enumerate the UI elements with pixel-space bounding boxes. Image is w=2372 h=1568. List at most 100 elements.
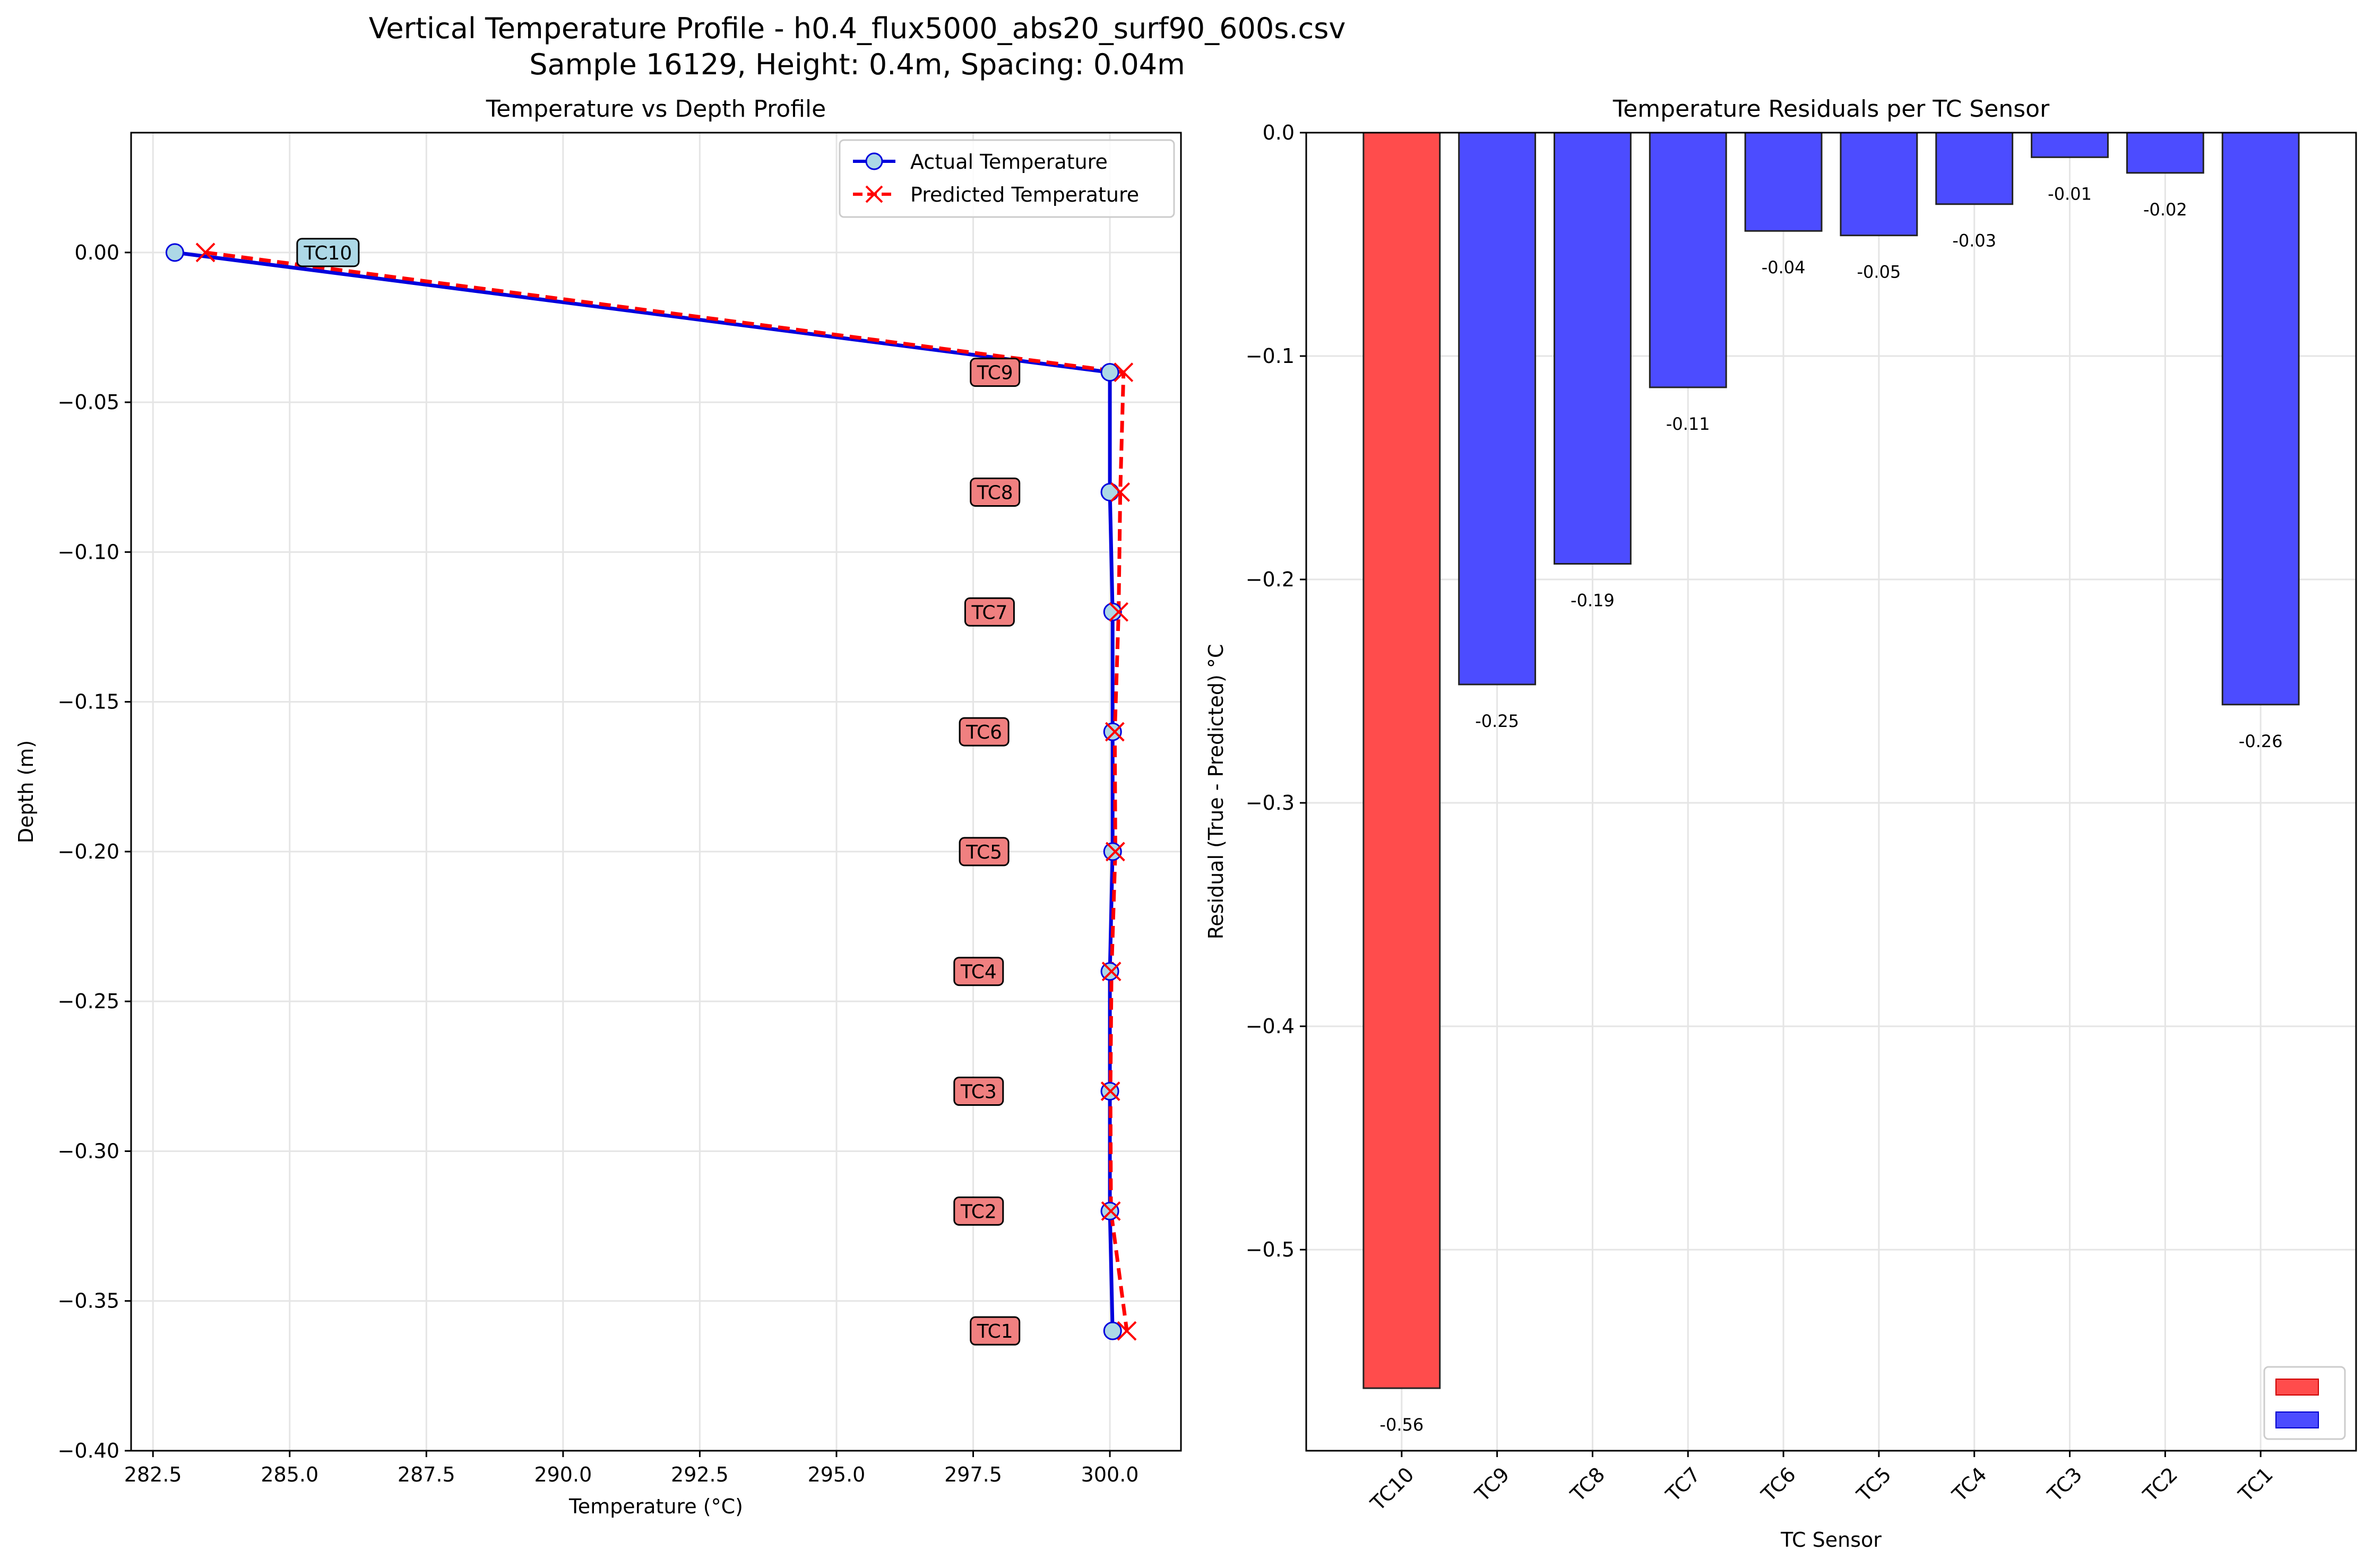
right-x-tick-label-tc8: TC8 [1566, 1463, 1610, 1507]
sensor-label-text: TC6 [965, 722, 1002, 743]
left-y-tick-label: −0.05 [58, 391, 119, 414]
predicted-point-8 [1100, 1081, 1120, 1101]
bar-tc3 [2031, 132, 2109, 158]
predicted-point-6 [1105, 842, 1125, 862]
bar-tc8 [1554, 132, 1632, 565]
left-x-tick-label: 292.5 [671, 1463, 729, 1486]
actual-point-10 [1103, 1321, 1122, 1340]
actual-point-3 [1100, 482, 1119, 501]
sensor-labels-layer: TC10 TC9 TC8 TC7 TC6 TC5 TC4 TC3 TC2 TC1 [296, 238, 1021, 1346]
right-x-axis-label: TC Sensor [1780, 1528, 1882, 1552]
left-x-tick-label: 285.0 [261, 1463, 318, 1486]
sensor-label-tc7: TC7 [964, 597, 1015, 627]
sensor-label-box [953, 957, 1004, 986]
bar-value-label-tc3: -0.01 [2048, 184, 2092, 204]
sensor-label-box [953, 1077, 1004, 1106]
left-y-tick-label: 0.00 [74, 241, 119, 264]
sensor-label-text: TC5 [965, 842, 1002, 863]
sensor-label-box [953, 1196, 1004, 1226]
sensor-label-text: TC2 [960, 1201, 997, 1223]
residuals-chart: -0.56 -0.25 -0.19 -0.11 -0.04 -0.05 -0.03 -0.01… [1204, 96, 2357, 1552]
left-y-tick-label: −0.35 [58, 1289, 119, 1313]
figure-title-line1: Vertical Temperature Profile - h0.4_flux… [369, 12, 1346, 45]
sensor-label-box [959, 837, 1010, 867]
sensor-label-text: TC3 [960, 1081, 997, 1103]
sensor-label-tc10: TC10 [296, 238, 360, 267]
right-x-tick-label-tc5: TC5 [1852, 1463, 1896, 1507]
left-series-layer [165, 242, 1137, 1341]
right-bars-layer [1362, 132, 2300, 1389]
right-chart-title: Temperature Residuals per TC Sensor [1612, 96, 2050, 123]
left-x-tick-label: 300.0 [1081, 1463, 1139, 1486]
right-legend [2263, 1366, 2346, 1440]
left-y-tick-label: −0.15 [58, 690, 119, 714]
sensor-label-box [964, 597, 1015, 627]
sensor-label-tc6: TC6 [959, 717, 1010, 747]
actual-point-4 [1103, 602, 1122, 621]
right-plot-frame [1305, 132, 2357, 1452]
bar-tc9 [1458, 132, 1537, 686]
bar-value-label-tc7: -0.11 [1666, 414, 1710, 434]
actual-point-6 [1103, 842, 1122, 861]
right-x-tick-label-tc6: TC6 [1756, 1463, 1800, 1507]
left-legend: Actual Temperature Predicted Temperature [839, 139, 1175, 218]
sensor-label-tc1: TC1 [970, 1316, 1021, 1346]
predicted-point-3 [1110, 482, 1131, 502]
left-x-tick-label: 297.5 [944, 1463, 1002, 1486]
right-x-tick-label-tc3: TC3 [2043, 1463, 2087, 1507]
bar-tc2 [2126, 132, 2204, 174]
sensor-label-tc5: TC5 [959, 837, 1010, 867]
sensor-label-text: TC1 [977, 1321, 1013, 1342]
right-x-tick-label-tc2: TC2 [2138, 1463, 2183, 1507]
left-y-tick-label: −0.25 [58, 990, 119, 1013]
right-x-tick-label-tc9: TC9 [1470, 1463, 1514, 1507]
sensor-label-box [959, 717, 1010, 747]
sensor-label-text: TC8 [977, 482, 1013, 504]
sensor-label-box [296, 238, 360, 267]
left-y-tick-label: −0.30 [58, 1139, 119, 1163]
right-y-tick-label: −0.3 [1246, 791, 1295, 815]
bar-value-label-tc6: -0.04 [1762, 257, 1806, 278]
bar-value-label-tc5: -0.05 [1857, 262, 1901, 282]
bar-tc1 [2221, 132, 2300, 706]
left-x-tick-label: 287.5 [398, 1463, 455, 1486]
right-y-tick-label: −0.1 [1246, 344, 1295, 368]
left-y-axis-label: Depth (m) [14, 740, 38, 844]
sensor-label-text: TC4 [960, 961, 997, 983]
left-x-axis-label: Temperature (°C) [568, 1495, 743, 1518]
sensor-label-box [970, 358, 1021, 387]
left-plot-frame [130, 132, 1182, 1452]
legend-swatch-blue [2275, 1411, 2319, 1428]
right-x-tick-label-tc7: TC7 [1661, 1463, 1705, 1507]
predicted-point-9 [1101, 1201, 1121, 1221]
right-value-labels-layer: -0.56 -0.25 -0.19 -0.11 -0.04 -0.05 -0.03 -0.01… [1379, 184, 2282, 1435]
right-x-tick-label-tc1: TC1 [2233, 1463, 2278, 1507]
left-grid [131, 133, 1181, 1452]
left-y-tick-label: −0.20 [58, 840, 119, 863]
right-x-tick-label-tc10: TC10 [1366, 1463, 1419, 1516]
actual-point-7 [1100, 962, 1119, 981]
legend-predicted-label: Predicted Temperature [910, 183, 1139, 206]
right-y-tick-label: −0.4 [1246, 1015, 1295, 1038]
predicted-temperature-line [205, 250, 1129, 1331]
left-legend-box [839, 139, 1175, 218]
legend-actual-marker-icon [865, 152, 883, 170]
right-y-tick-label: 0.0 [1263, 121, 1295, 144]
left-x-tick-label: 282.5 [124, 1463, 182, 1486]
figure-title-line2: Sample 16129, Height: 0.4m, Spacing: 0.0… [529, 48, 1185, 81]
temperature-depth-chart: TC10 TC9 TC8 TC7 TC6 TC5 TC4 TC3 TC2 TC1 282.5 285… [14, 96, 1182, 1518]
left-ticks: 282.5 285.0 287.5 290.0 292.5 295.0 297.5 300.0… [58, 241, 1139, 1486]
predicted-point-1 [195, 242, 215, 263]
sensor-label-tc2: TC2 [953, 1196, 1004, 1226]
bar-tc10 [1362, 132, 1441, 1389]
sensor-label-box [970, 477, 1021, 507]
right-y-axis-label: Residual (True - Predicted) °C [1204, 644, 1228, 940]
actual-point-5 [1103, 722, 1122, 741]
left-y-tick-label: −0.10 [58, 540, 119, 564]
bar-value-label-tc8: -0.19 [1571, 591, 1615, 611]
bar-tc7 [1649, 132, 1727, 388]
predicted-point-7 [1101, 961, 1122, 982]
sensor-label-tc8: TC8 [970, 477, 1021, 507]
right-x-tick-label-tc4: TC4 [1947, 1463, 1991, 1507]
